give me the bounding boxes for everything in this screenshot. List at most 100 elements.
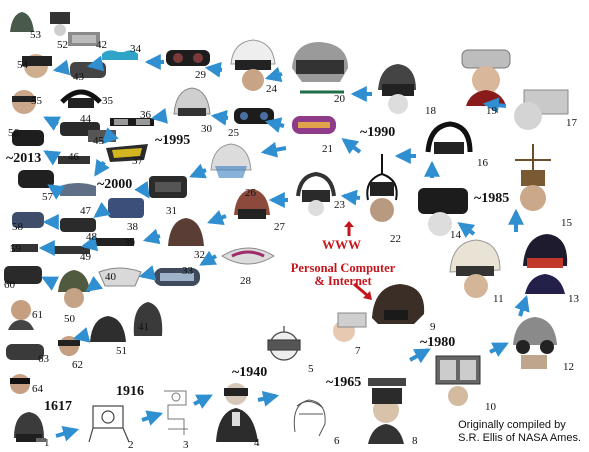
milestone-pc-line1: Personal Computer	[290, 261, 396, 275]
device-4-viewer-man	[216, 383, 258, 442]
device-12-optics-helmet	[513, 317, 557, 369]
arrow-46-56	[43, 150, 62, 166]
device-number-9: 9	[430, 321, 436, 333]
device-number-44: 44	[80, 113, 91, 125]
device-number-53: 53	[30, 29, 41, 41]
device-number-35: 35	[102, 95, 113, 107]
year-label-1985: ~1985	[474, 191, 510, 206]
device-number-22: 22	[390, 233, 401, 245]
arrow-8-10	[409, 348, 431, 364]
device-number-4: 4	[254, 437, 260, 449]
device-33-visor	[154, 268, 200, 286]
arrow-27-32	[207, 210, 227, 225]
device-number-20: 20	[334, 93, 345, 105]
milestone-www-arrow	[344, 221, 354, 236]
device-17-grey-hmd	[514, 89, 569, 130]
arrow-28-33	[199, 250, 218, 266]
arrow-38-48	[93, 201, 112, 218]
device-number-19: 19	[486, 105, 497, 117]
device-number-2: 2	[128, 439, 134, 451]
device-number-32: 32	[194, 249, 205, 261]
device-22-cable-rig	[366, 154, 398, 222]
device-18-visor-hmd	[378, 64, 416, 114]
milestone-pc-line2: & Internet	[314, 274, 372, 289]
arrow-39-49	[80, 235, 99, 252]
device-number-26: 26	[245, 187, 256, 199]
arrow-44-55	[43, 116, 62, 131]
device-number-24: 24	[266, 83, 277, 95]
device-number-58: 58	[12, 221, 23, 233]
arrow-37-47	[94, 158, 110, 177]
arrow-21-25	[264, 117, 285, 133]
device-24-vr-man	[230, 39, 276, 91]
year-label-1617: 1617	[44, 399, 72, 414]
arrow-11-14	[457, 222, 476, 238]
device-25-goggle	[234, 108, 274, 124]
year-label-1980: ~1980	[420, 335, 456, 350]
device-32-helmet	[168, 218, 204, 246]
device-number-15: 15	[561, 217, 572, 229]
device-40-visor	[98, 267, 142, 287]
device-42-panel	[68, 32, 100, 46]
arrow-33-40	[138, 265, 157, 281]
year-label-1916: 1916	[116, 384, 144, 399]
arrow-51-62	[72, 327, 91, 343]
arrow-1-2	[55, 426, 80, 442]
device-number-21: 21	[322, 143, 333, 155]
device-36-glasses	[110, 118, 154, 126]
device-number-36: 36	[140, 109, 151, 121]
device-number-3: 3	[183, 439, 189, 451]
device-number-5: 5	[308, 363, 314, 375]
device-number-57: 57	[42, 191, 53, 203]
device-30-helmet	[173, 87, 211, 116]
device-53-rig	[10, 12, 34, 32]
device-13-dark-helmet	[523, 234, 568, 294]
device-number-30: 30	[201, 123, 212, 135]
arrow-50-60	[41, 276, 60, 291]
device-41-headset	[133, 302, 163, 336]
device-21-purple-visor	[292, 116, 336, 134]
device-52-goggle	[50, 12, 70, 36]
device-35-headband	[60, 89, 102, 108]
arrow-21-26	[260, 141, 287, 158]
milestone-pc-arrow	[353, 282, 372, 300]
credit-line1: Originally compiled by	[458, 418, 566, 431]
year-label-1990: ~1990	[360, 125, 396, 140]
arrow-31-38	[134, 180, 150, 199]
device-3-frame	[164, 390, 188, 435]
device-number-54: 54	[17, 59, 28, 71]
device-number-18: 18	[425, 105, 436, 117]
device-27-helmet	[234, 189, 270, 219]
arrow-12-13	[514, 294, 530, 317]
device-number-63: 63	[38, 353, 49, 365]
device-1-helmet	[14, 412, 46, 442]
device-8-goggle-man	[368, 378, 406, 444]
device-number-16: 16	[477, 157, 488, 169]
arrow-3-4	[193, 394, 213, 409]
device-number-29: 29	[195, 69, 206, 81]
device-number-48: 48	[86, 231, 97, 243]
device-number-59: 59	[10, 243, 21, 255]
arrow-32-39	[142, 228, 161, 245]
device-number-33: 33	[182, 265, 193, 277]
device-number-31: 31	[166, 205, 177, 217]
arrow-36-37	[101, 127, 119, 145]
device-28-visor	[221, 247, 275, 265]
arrow-47-57	[47, 184, 66, 200]
device-7-headset	[333, 312, 367, 342]
device-number-23: 23	[334, 199, 345, 211]
milestone-personal-computer: Personal Computer & Internet	[284, 261, 402, 289]
device-58-headset	[12, 212, 44, 228]
device-20-grey-headset	[292, 42, 348, 94]
device-number-8: 8	[412, 435, 418, 447]
device-39-glasses	[96, 238, 134, 246]
device-50-soldier	[58, 270, 90, 308]
device-number-10: 10	[485, 401, 496, 413]
device-number-46: 46	[68, 151, 79, 163]
device-11-helmet-white	[449, 239, 501, 298]
device-number-47: 47	[80, 205, 91, 217]
device-15-rig	[515, 144, 551, 211]
arrow-4-5	[257, 390, 280, 407]
arrow-26-31	[189, 163, 207, 179]
device-2-apparatus	[88, 405, 130, 443]
